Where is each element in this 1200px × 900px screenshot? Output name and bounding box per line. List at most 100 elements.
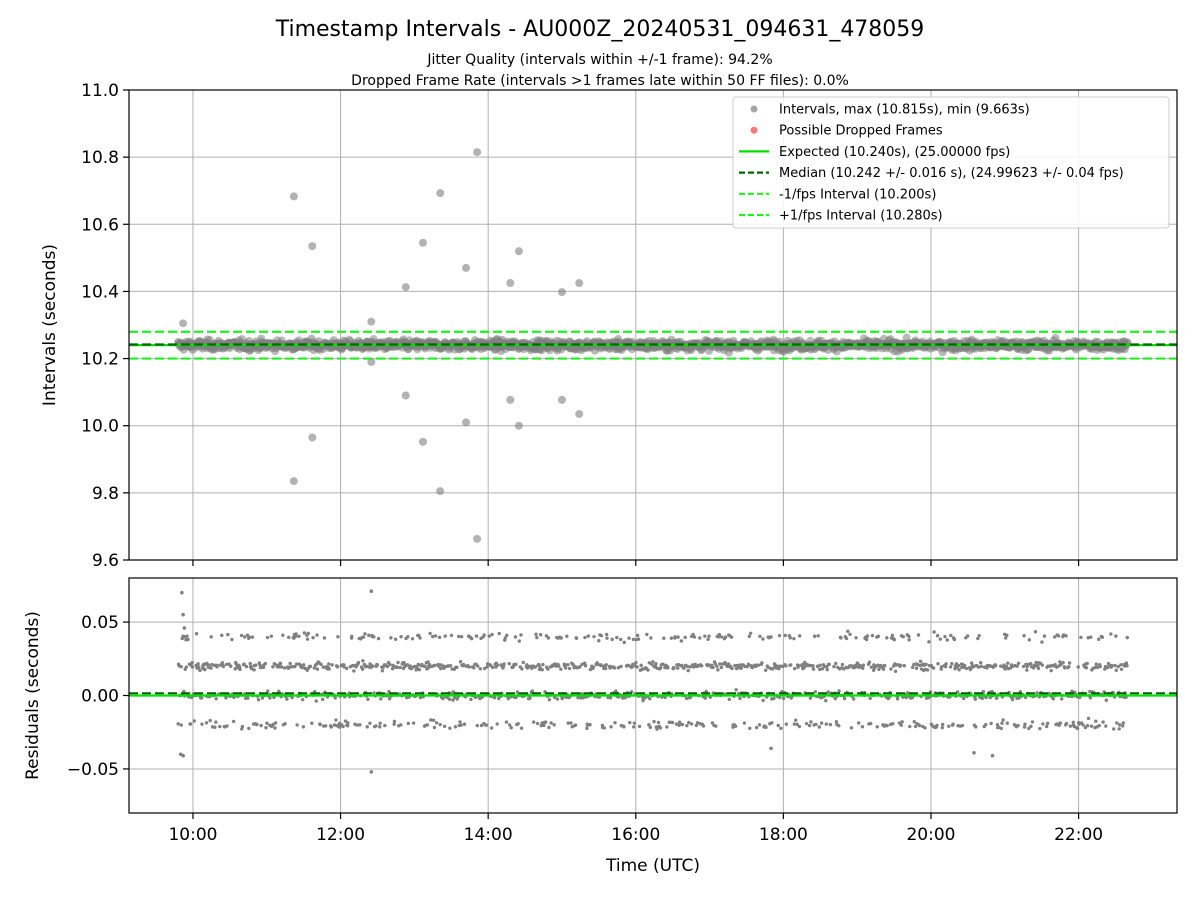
residual-point (390, 666, 395, 671)
residual-point (350, 634, 354, 639)
residual-point (405, 663, 410, 667)
intervals-data (129, 148, 1177, 543)
residual-point (192, 719, 197, 723)
residual-point (249, 666, 254, 671)
residual-point (796, 663, 801, 668)
residual-point (825, 667, 829, 672)
residual-point (778, 695, 782, 700)
residual-point (971, 665, 976, 669)
residual-point (952, 637, 957, 642)
residuals-data (129, 589, 1177, 774)
residual-point (1036, 663, 1040, 668)
residual-point (264, 726, 268, 730)
residual-point (559, 667, 563, 671)
residual-point (658, 666, 663, 670)
residual-point (620, 696, 625, 700)
residual-point (604, 632, 609, 637)
residual-point (1114, 668, 1118, 672)
residual-point (302, 631, 307, 635)
residual-point (912, 719, 916, 724)
residual-point (881, 667, 886, 671)
residual-point (646, 668, 650, 672)
residual-point (656, 720, 661, 725)
interval-outlier-point (418, 437, 427, 446)
residual-point (259, 723, 263, 728)
residual-point (1089, 724, 1094, 728)
residual-point (1100, 635, 1105, 639)
residual-point (346, 721, 350, 725)
residual-point (433, 663, 437, 667)
interval-outlier-point (557, 395, 566, 404)
residual-point (1088, 689, 1092, 694)
residual-point (824, 698, 828, 703)
residual-point (333, 696, 337, 700)
residual-point (378, 721, 382, 726)
residual-point (438, 722, 442, 727)
residual-point (372, 691, 376, 695)
residual-point (497, 631, 501, 636)
residual-point (1002, 663, 1006, 667)
residual-point (783, 633, 787, 638)
residual-point (816, 634, 820, 638)
residual-point (723, 660, 727, 665)
residual-point (622, 640, 626, 645)
residual-point (534, 632, 538, 637)
residual-point (895, 697, 900, 701)
residual-point (563, 663, 567, 667)
residual-point (1001, 718, 1005, 722)
residual-point (308, 664, 313, 668)
residual-point (885, 636, 889, 640)
residual-point (834, 661, 838, 666)
residual-point (676, 666, 680, 670)
residual-point (676, 635, 680, 639)
residual-point (1120, 724, 1125, 728)
residual-point (769, 635, 773, 639)
residual-point (447, 697, 452, 701)
residual-point (1116, 664, 1120, 669)
residual-point (828, 722, 833, 727)
residual-point (336, 635, 340, 639)
residual-point (694, 723, 699, 728)
legend-entry: Intervals, max (10.815s), min (9.663s) (779, 103, 1030, 118)
residual-point (631, 725, 636, 729)
residual-point (482, 666, 487, 671)
residual-point (474, 634, 479, 638)
residual-point (346, 724, 350, 728)
residual-point (495, 663, 500, 667)
residual-point (1004, 636, 1008, 640)
residual-point (901, 635, 905, 639)
interval-outlier-point (308, 433, 317, 442)
residual-point (318, 722, 322, 727)
residual-point (908, 724, 912, 729)
residual-point (658, 726, 663, 730)
residual-point (566, 662, 570, 667)
residual-point (861, 666, 865, 670)
x-tick-label: 10:00 (168, 825, 217, 845)
residual-point (605, 636, 609, 640)
residual-point (265, 635, 270, 640)
residual-point (1084, 666, 1089, 670)
residual-point (739, 666, 744, 670)
residual-point (988, 695, 992, 700)
interval-outlier-point (401, 391, 410, 400)
residual-point (711, 665, 715, 670)
residual-point (859, 664, 863, 668)
residual-point (343, 719, 348, 723)
residual-point (253, 663, 258, 667)
residual-point (1104, 724, 1108, 728)
interval-outlier-point (367, 317, 376, 326)
residual-point (811, 664, 815, 668)
residual-point (918, 659, 923, 664)
residual-point (733, 663, 737, 668)
residual-point (716, 668, 720, 672)
residual-point (1025, 668, 1029, 672)
residual-point (242, 635, 247, 639)
residual-point (775, 664, 780, 668)
residual-point (256, 698, 261, 702)
residual-point (311, 635, 315, 640)
residual-point (748, 726, 752, 731)
residual-point (583, 664, 588, 668)
residual-point (255, 722, 259, 727)
residual-point (552, 723, 556, 727)
legend: Intervals, max (10.815s), min (9.663s) Po… (732, 96, 1170, 229)
